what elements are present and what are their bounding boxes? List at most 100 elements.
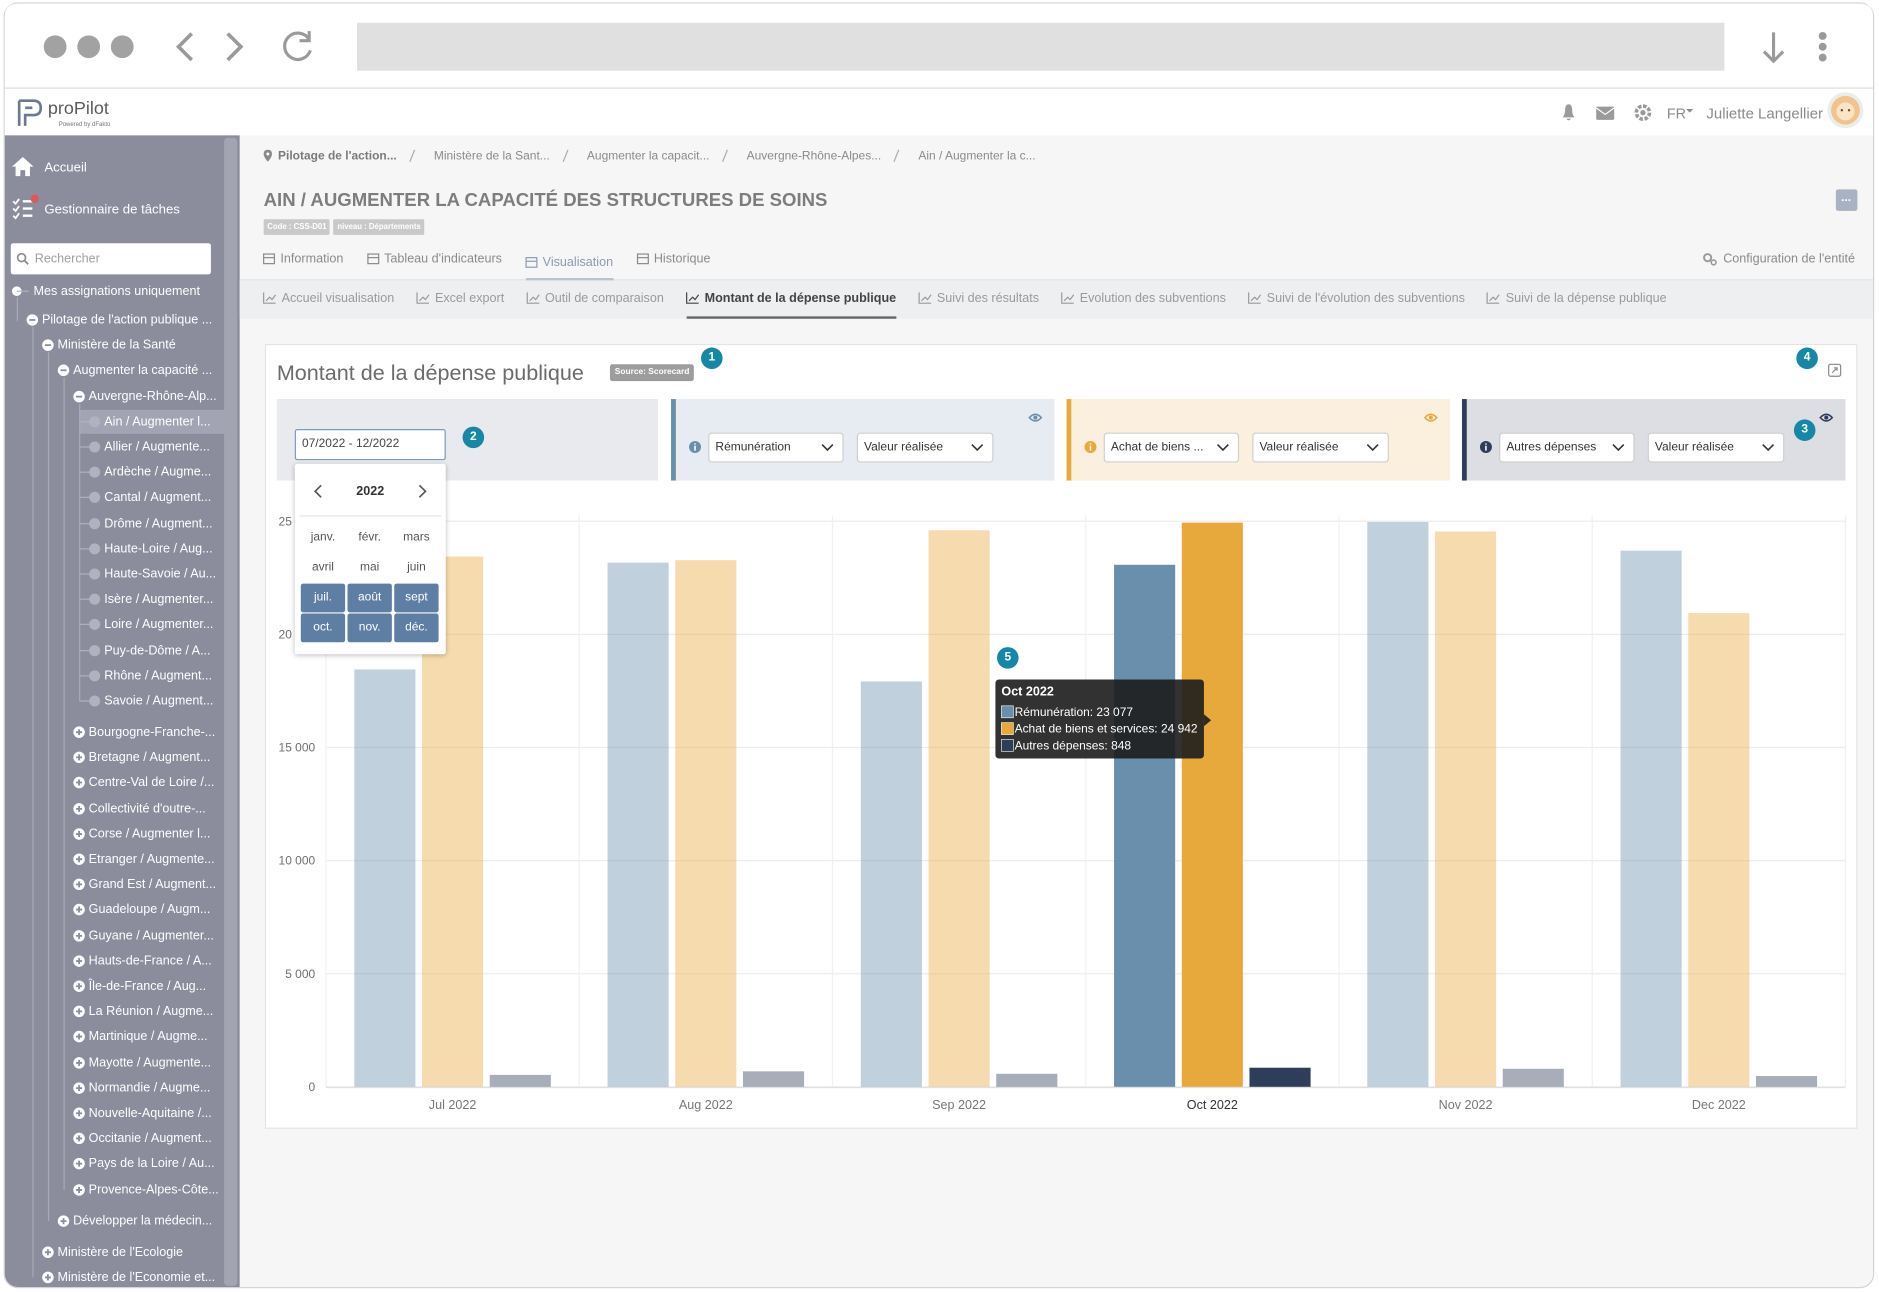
tree-item[interactable]: Martinique / Augme... xyxy=(88,1029,208,1045)
month-cell[interactable]: juin xyxy=(407,560,426,575)
tree-item[interactable]: La Réunion / Augme... xyxy=(88,1004,214,1019)
dropdown[interactable] xyxy=(856,432,994,463)
date-input[interactable] xyxy=(294,429,446,461)
month-cell[interactable]: oct. xyxy=(300,613,346,643)
language[interactable]: FR xyxy=(1666,105,1687,123)
subtab[interactable]: Excel export xyxy=(416,281,504,318)
tree-item[interactable]: Nouvelle-Aquitaine /... xyxy=(88,1106,212,1121)
tree-item[interactable]: Pilotage de l'action publique ... xyxy=(41,312,213,328)
tree-item[interactable]: Guyane / Augmenter... xyxy=(88,928,214,943)
month-cell[interactable]: août xyxy=(347,583,392,613)
tab-icon xyxy=(525,257,538,268)
breadcrumb-separator xyxy=(409,149,416,162)
tree-item[interactable]: Corse / Augmenter l... xyxy=(88,826,211,841)
menu-dot[interactable] xyxy=(1818,31,1827,40)
tree-item[interactable]: Hauts-de-France / A... xyxy=(88,953,212,969)
download-button[interactable] xyxy=(1762,32,1785,64)
subtab[interactable]: Accueil visualisation xyxy=(263,281,394,318)
url-bar[interactable] xyxy=(357,22,1725,71)
tree-item[interactable]: Loire / Augmenter... xyxy=(104,617,214,632)
month-cell[interactable]: mai xyxy=(360,560,380,575)
tree-item[interactable]: Puy-de-Dôme / A... xyxy=(104,643,211,658)
menu-dot[interactable] xyxy=(1818,42,1827,51)
month-cell[interactable]: févr. xyxy=(358,530,382,545)
window-dot[interactable] xyxy=(110,35,134,59)
user-name[interactable]: Juliette Langellier xyxy=(1706,105,1824,123)
config-link[interactable]: Configuration de l'entité xyxy=(1723,251,1856,267)
reload-button[interactable] xyxy=(283,31,312,61)
subtab[interactable]: Suivi de l'évolution des subventions xyxy=(1248,281,1465,318)
month-cell[interactable]: déc. xyxy=(394,613,439,643)
tree-item[interactable]: Normandie / Augme... xyxy=(88,1080,211,1096)
tree-item[interactable]: Haute-Savoie / Au... xyxy=(104,566,217,582)
tree-item[interactable]: Ministère de la Santé xyxy=(57,338,176,353)
tree-item[interactable]: Auvergne-Rhône-Alp... xyxy=(88,388,217,404)
tree-item[interactable]: Ministère de l'Economie et... xyxy=(57,1269,216,1285)
tree-item[interactable]: Centre-Val de Loire /... xyxy=(88,775,215,791)
month-cell[interactable]: juil. xyxy=(300,583,346,613)
breadcrumb-item[interactable]: Ministère de la Sant... xyxy=(434,149,550,162)
window-dot[interactable] xyxy=(43,35,67,59)
tab[interactable]: Historique xyxy=(636,243,711,274)
tree-item[interactable]: Ardèche / Augme... xyxy=(104,465,212,480)
tree-item[interactable]: Savoie / Augment... xyxy=(104,693,214,709)
dropdown-chevron xyxy=(1762,444,1775,452)
back-button[interactable] xyxy=(176,32,194,62)
tree-item[interactable]: Mayotte / Augmente... xyxy=(88,1055,212,1070)
subtab[interactable]: Suivi de la dépense publique xyxy=(1487,281,1667,318)
tab[interactable]: Tableau d'indicateurs xyxy=(366,243,502,274)
window-dot[interactable] xyxy=(77,35,101,59)
breadcrumb-item[interactable]: Ain / Augmenter la c... xyxy=(918,149,1035,162)
dropdown[interactable] xyxy=(1499,432,1635,463)
month-cell[interactable]: nov. xyxy=(347,613,392,643)
subtab[interactable]: Suivi des résultats xyxy=(918,281,1039,318)
tab[interactable]: Visualisation xyxy=(525,247,614,281)
tree-item[interactable]: Occitanie / Augment... xyxy=(88,1131,212,1146)
breadcrumb-item[interactable]: Augmenter la capacit... xyxy=(587,149,710,162)
tree-item[interactable]: Drôme / Augment... xyxy=(104,515,213,531)
tree-item[interactable]: Pays de la Loire / Au... xyxy=(88,1156,215,1172)
dropdown[interactable] xyxy=(708,432,844,463)
forward-button[interactable] xyxy=(226,32,244,62)
tree-item[interactable]: Rhône / Augment... xyxy=(104,668,212,683)
tree-item[interactable]: Collectivité d'outre-... xyxy=(88,801,206,816)
month-cell[interactable]: janv. xyxy=(310,530,336,545)
tree-item[interactable]: Ministère de l'Ecologie xyxy=(57,1244,184,1259)
visibility-icon-part xyxy=(1033,415,1038,420)
tree-item[interactable]: Bretagne / Augment... xyxy=(88,750,211,765)
tree-item[interactable]: Ain / Augmenter l... xyxy=(104,414,211,429)
assignments-filter[interactable]: Mes assignations uniquement xyxy=(33,284,201,299)
leaf-icon xyxy=(79,593,101,605)
leaf-icon-part xyxy=(89,593,101,605)
tree-item[interactable]: Provence-Alpes-Côte... xyxy=(88,1182,219,1197)
tree-item[interactable]: Cantal / Augment... xyxy=(104,490,212,505)
expand-icon-part xyxy=(76,779,83,786)
tree-item[interactable]: Guadeloupe / Augm... xyxy=(88,902,211,918)
tree-item[interactable]: Isère / Augmenter... xyxy=(104,592,214,607)
tree-item[interactable]: Haute-Loire / Aug... xyxy=(104,541,213,556)
nav-item[interactable]: Gestionnaire de tâches xyxy=(44,202,180,217)
tree-item[interactable]: Bourgogne-Franche-... xyxy=(88,724,216,740)
dropdown[interactable] xyxy=(1252,432,1389,463)
tree-item[interactable]: Augmenter la capacité ... xyxy=(73,363,213,378)
breadcrumb-item[interactable]: Auvergne-Rhône-Alpes... xyxy=(747,149,882,162)
subtab[interactable]: Evolution des subventions xyxy=(1061,281,1226,318)
nav-item[interactable]: Accueil xyxy=(44,160,87,175)
subtab[interactable]: Montant de la dépense publique xyxy=(686,281,897,319)
dropdown[interactable] xyxy=(1103,432,1240,463)
tree-item[interactable]: Développer la médecin... xyxy=(73,1213,213,1228)
subtab[interactable]: Outil de comparaison xyxy=(526,281,664,318)
tree-item[interactable]: Allier / Augmente... xyxy=(104,439,210,455)
tree-item[interactable]: Île-de-France / Aug... xyxy=(88,979,207,994)
search-box[interactable] xyxy=(10,243,211,275)
tree-item[interactable]: Etranger / Augmente... xyxy=(88,852,215,867)
breadcrumb-separator-part xyxy=(562,149,569,162)
month-cell[interactable]: mars xyxy=(403,530,430,545)
tab[interactable]: Information xyxy=(263,243,343,274)
menu-dot[interactable] xyxy=(1818,53,1827,62)
month-cell[interactable]: avril xyxy=(311,560,334,575)
tree-item[interactable]: Grand Est / Augment... xyxy=(88,877,216,892)
month-cell[interactable]: sept xyxy=(394,583,439,613)
dropdown[interactable] xyxy=(1647,432,1785,463)
breadcrumb-item[interactable]: Pilotage de l'action... xyxy=(263,149,397,162)
